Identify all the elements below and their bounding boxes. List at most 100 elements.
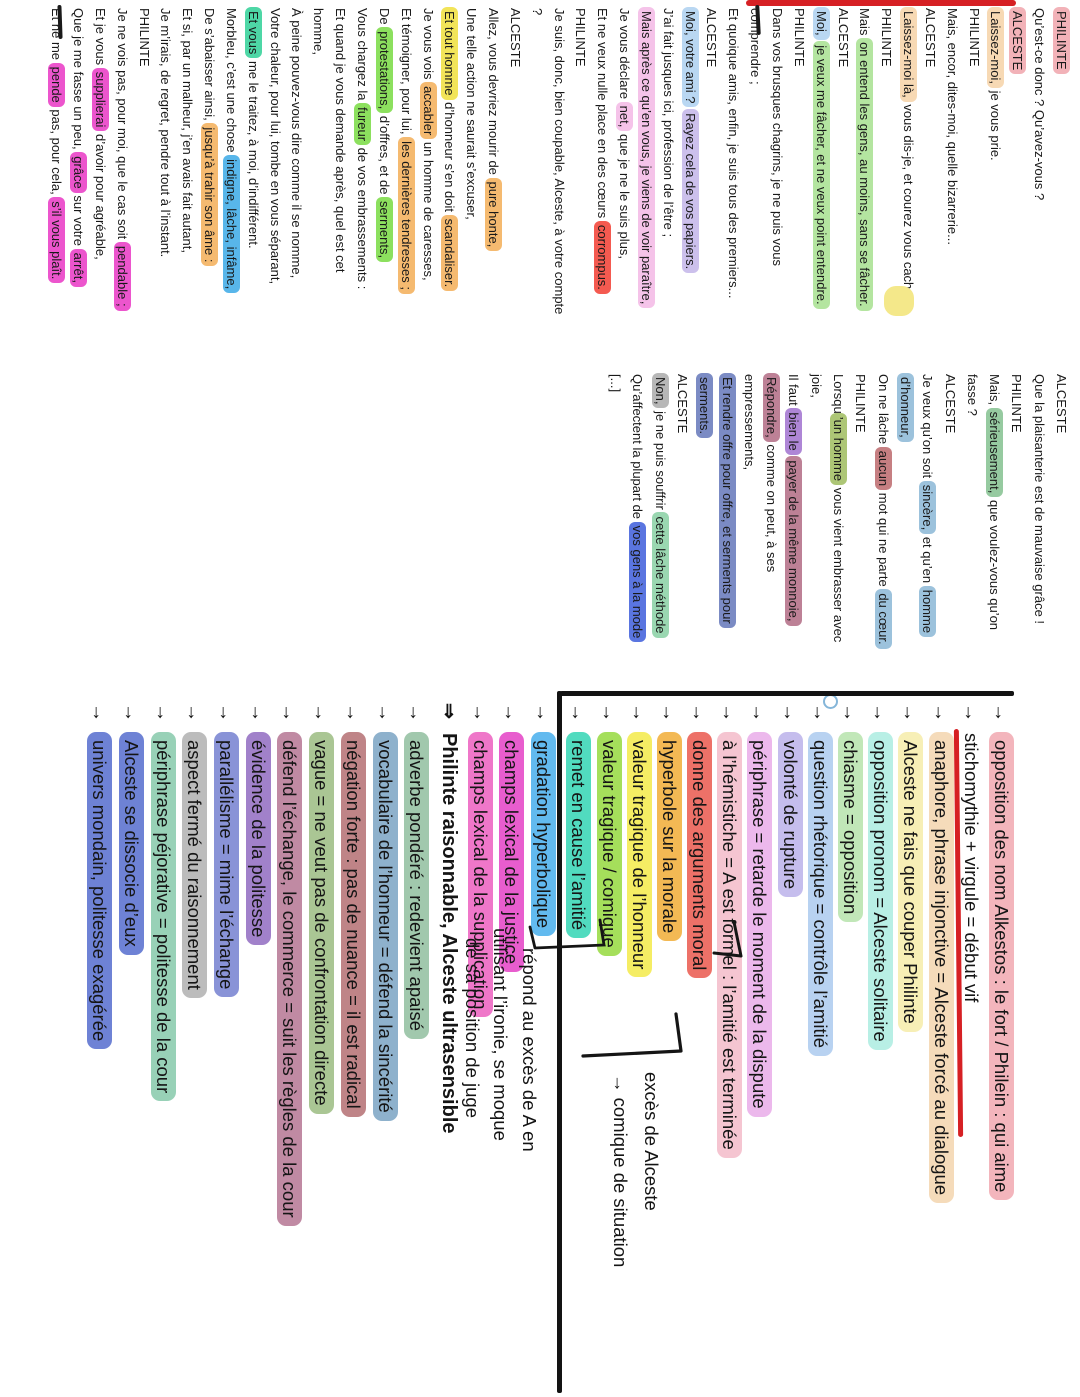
play-text: Il faut <box>786 374 802 410</box>
text-highlight: Moi, votre ami ? <box>681 7 699 108</box>
text-highlight: les dernières tendresses ; <box>397 137 415 294</box>
annotation-row: → défend l’échange, le commerce = suit le… <box>274 703 306 1226</box>
play-line: Et quoique amis, enfin, je suis tous des… <box>723 8 745 314</box>
play-line: Laissez-moi là, vous dis-je, et courez v… <box>897 7 919 314</box>
play-line: Et vous me le traitez, à moi, d’indiffér… <box>242 7 264 314</box>
play-line: De protestations, d’offres, et de sermen… <box>373 8 395 314</box>
annotation-text: remet en cause l’amitié <box>566 732 592 939</box>
play-text: Que je me fasse un peu, <box>71 8 87 154</box>
play-line: [...] <box>604 374 626 648</box>
text-highlight: corrompus. <box>594 220 612 294</box>
play-line: ALCESTE <box>919 8 941 314</box>
play-line: Mais après ce qu’en vous, je viens de vo… <box>635 7 657 314</box>
arrow-icon: → <box>341 703 363 722</box>
arrow-icon: → <box>278 703 300 722</box>
side-note-exces-line1: excès de Alceste <box>641 1072 662 1211</box>
play-text: ALCESTE <box>674 374 690 434</box>
text-highlight: PHILINTE <box>1053 7 1070 74</box>
arrow-icon: → <box>468 703 490 722</box>
text-highlight: Laissez-moi là, <box>900 7 918 102</box>
play-line: PHILINTE <box>788 8 810 314</box>
play-text: Je veux qu’on soit <box>920 374 936 482</box>
side-note-exces-line2: → comique de situation <box>610 1074 631 1268</box>
text-highlight: homme <box>919 585 937 638</box>
play-text: sur votre <box>71 191 87 250</box>
play-line: ALCESTE <box>938 374 960 648</box>
annotation-list-lower: →gradation hyperbolique →champs lexical d… <box>84 703 559 1226</box>
play-text: Allez, vous devriez mourir de <box>486 8 502 179</box>
text-highlight: accabler <box>419 82 437 140</box>
red-margin-line <box>746 0 1016 6</box>
annotation-row: → chiasme = opposition <box>835 703 865 1202</box>
play-line: PHILINTE <box>1005 374 1027 648</box>
play-text: comme on peut, à ses <box>764 440 780 573</box>
play-line: Une telle action ne saurait s’excuser, <box>460 8 482 314</box>
play-text: Lorsqu <box>831 374 847 414</box>
text-highlight: supplierai <box>91 67 109 132</box>
annotation-text: évidence de la politesse <box>245 732 271 946</box>
play-line: Votre chaleur, pour lui, tombe en vous s… <box>264 8 286 314</box>
play-text: ALCESTE <box>942 374 958 434</box>
text-highlight: sérieusement, <box>986 407 1004 498</box>
play-text: je ne puis souffrir <box>652 407 668 514</box>
annotation-row: → vocabulaire de l’honneur = défend la si… <box>369 703 401 1225</box>
text-highlight: indigne, lâche, infâme, <box>222 155 240 294</box>
play-line: Qu’est-ce donc ? Qu’avez-vous ? <box>1028 8 1050 314</box>
annotation-text: vague = ne veut pas de confrontation dir… <box>309 732 335 1114</box>
annotation-text: défend l’échange, le commerce = suit les… <box>277 732 303 1226</box>
annotation-text: périphrase péjorative = politesse de la … <box>150 732 176 1102</box>
annotation-row: → périphrase péjorative = politesse de la… <box>147 703 179 1225</box>
text-highlight: vos gens à la mode <box>629 521 647 643</box>
play-line: Allez, vous devriez mourir de pure honte… <box>482 8 504 314</box>
arrow-icon: → <box>718 703 740 722</box>
annotation-text: vocabulaire de l’honneur = défend la sin… <box>372 732 398 1121</box>
play-text: ALCESTE <box>704 8 720 68</box>
play-text: Je vous vois <box>420 8 436 84</box>
arrow-icon: ⇒ <box>437 703 459 719</box>
play-text: et qu’en <box>920 533 936 587</box>
annotation-text: à l’hémistiche = A est formel : l’amitié… <box>717 732 743 1158</box>
arrow-icon: → <box>183 703 205 722</box>
play-text: Votre chaleur, pour lui, tombe en vous s… <box>267 8 283 285</box>
arrow-icon: → <box>373 703 395 722</box>
text-highlight: serments, <box>375 197 393 263</box>
play-line: Morbleu, c’est une chose indigne, lâche,… <box>220 8 242 314</box>
play-line: Et témoigner, pour lui, les dernières te… <box>395 8 417 314</box>
play-line: ALCESTE <box>701 8 723 314</box>
side-note-repond-line3: de sa position de juge <box>462 938 483 1118</box>
arrow-icon: → <box>532 703 553 722</box>
play-line: Et tout homme d’honneur s’en doit scanda… <box>439 7 461 314</box>
play-text: PHILINTE <box>136 8 152 67</box>
text-highlight: arrêt, <box>70 248 88 287</box>
play-text: Je ne vois pas, pour moi, que le cas soi… <box>114 8 130 243</box>
arrow-icon: → <box>246 703 268 722</box>
play-line: On ne lâche aucun mot qui ne parte du cœ… <box>871 374 893 649</box>
play-text: Mais, encor, dites-moi, quelle bizarreri… <box>944 8 960 245</box>
annotation-text: univers mondain, politesse exagérée <box>87 732 113 1050</box>
annotation-row: → stichomythie + virgule = début vif <box>954 703 986 1202</box>
arrow-icon: → <box>215 703 237 722</box>
text-highlight: grâce <box>70 152 88 193</box>
annotation-row: → Alceste se dissocie d’eux <box>115 703 147 1225</box>
text-highlight: bien le <box>785 408 803 455</box>
play-line: ALCESTE <box>504 8 526 314</box>
text-highlight: s’il vous plaît. <box>48 197 66 284</box>
play-line: d’honneur, <box>894 373 916 648</box>
play-text: que voulez-vous qu’on <box>987 496 1003 631</box>
play-text: PHILINTE <box>879 8 895 67</box>
text-highlight: net, <box>616 101 634 132</box>
side-note-repond-line1: répond au excès de A en <box>519 948 540 1152</box>
play-line: homme, <box>307 8 329 314</box>
annotation-text: valeur tragique de l’honneur <box>626 732 652 978</box>
annotation-row: → donne des arguments moral <box>684 703 714 1202</box>
play-text: ALCESTE <box>1054 374 1069 434</box>
annotation-row: → aspect fermé du raisonnement <box>179 703 211 1225</box>
play-text: ALCESTE <box>507 8 523 68</box>
text-highlight: on entend les gens, au moins, sans se fâ… <box>856 38 874 311</box>
text-highlight: Moi, <box>812 7 830 40</box>
play-text: Mais, <box>987 374 1003 409</box>
play-line: Lorsqu’un homme vous vient embrasser ave… <box>827 374 849 648</box>
annotation-text: adverbe pondéré : redevient apaisé <box>404 732 430 1040</box>
play-line: Je m’irais, de regret, pendre tout à l’i… <box>155 8 177 314</box>
arrow-icon: → <box>151 703 173 722</box>
